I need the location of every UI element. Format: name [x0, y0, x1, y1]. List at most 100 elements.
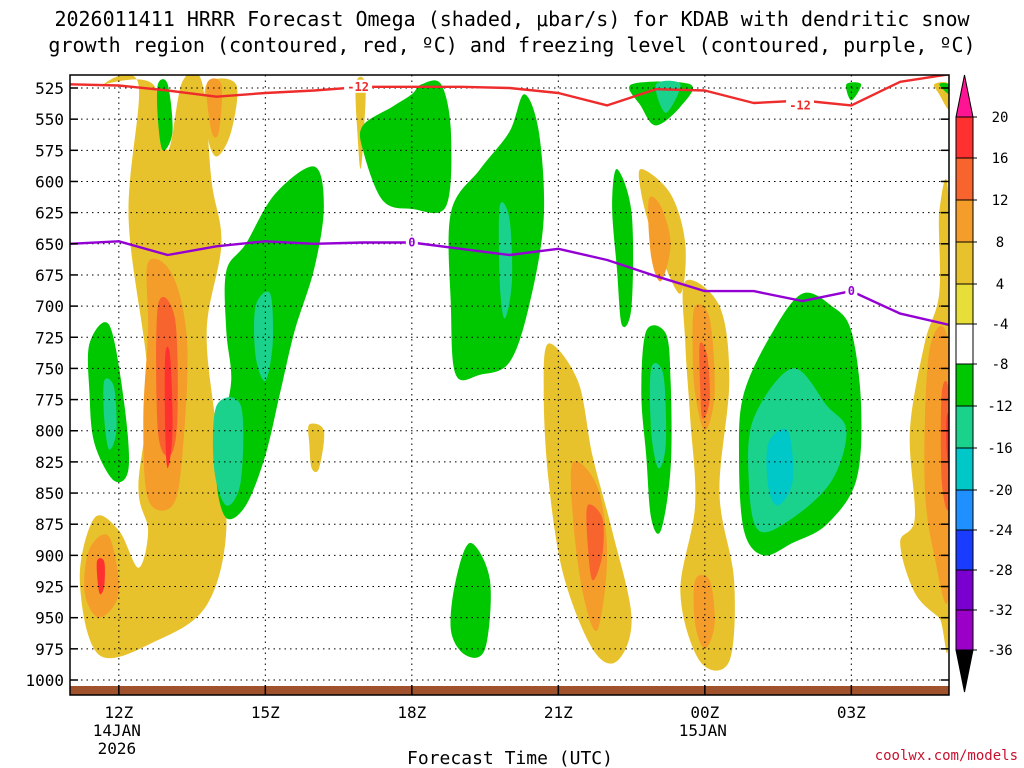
colorbar-label-6: -8 [992, 357, 1009, 373]
contour-line-freezing [70, 240, 949, 326]
y-tick-label-875: 875 [35, 515, 64, 534]
y-tick-label-800: 800 [35, 422, 64, 441]
x-tick-label-15Z: 15Z [251, 703, 280, 722]
y-tick-label-725: 725 [35, 328, 64, 347]
colorbar-label-4: 4 [996, 277, 1004, 293]
colorbar-label-2: 12 [992, 193, 1009, 209]
colorbar-label-13: -36 [987, 643, 1012, 659]
colorbar: 20 16 12 8 4 -4 -8 -12 -16 -20 -24 -28 -32 -36 [955, 74, 1013, 693]
omega-field-8to12-6 [693, 574, 715, 649]
contour-label-bg-1 [786, 98, 815, 112]
plot-frame [69, 74, 950, 696]
colorbar-swatch-10 [955, 529, 974, 571]
omega-field--12to-8-1 [212, 397, 244, 506]
x-tick-label-18Z: 18Z [397, 703, 426, 722]
contour-label-bg-2 [405, 235, 418, 249]
contour-label-3: 0 [848, 284, 855, 298]
omega-field--12to-8-4 [649, 362, 667, 469]
contour-label-0: -12 [347, 80, 369, 94]
temperature-contours: -12 -12 0 0 [70, 75, 949, 326]
colorbar-swatch-3 [955, 241, 974, 285]
colorbar-label-7: -12 [987, 399, 1012, 415]
site-credit: coolwx.com/models [875, 748, 1018, 764]
colorbar-label-10: -24 [987, 523, 1012, 539]
omega-field-16to20-1 [96, 558, 105, 595]
colorbar-bottom-arrow [955, 649, 974, 693]
colorbar-label-12: -32 [987, 603, 1012, 619]
grid-lines [70, 75, 949, 695]
y-tick-label-775: 775 [35, 391, 64, 410]
chart-title-line-1: 2026011411 HRRR Forecast Omega (shaded, … [54, 7, 970, 31]
colorbar-swatch-7 [955, 405, 974, 449]
colorbar-swatch-6 [955, 363, 974, 407]
y-tick-label-950: 950 [35, 609, 64, 628]
omega-field-4to8-2 [355, 76, 366, 169]
omega-field-8to12-4 [648, 196, 671, 282]
colorbar-swatch-4 [955, 283, 974, 325]
omega-field-12to16-2 [699, 342, 710, 419]
y-tick-label-650: 650 [35, 235, 64, 254]
omega-field--12to-8-0 [254, 291, 274, 382]
colorbar-swatch-8 [955, 447, 974, 491]
y-tick-label-1000: 1000 [25, 671, 64, 690]
colorbar-swatch-2 [955, 199, 974, 243]
colorbar-swatch-9 [955, 489, 974, 531]
y-tick-label-825: 825 [35, 453, 64, 472]
y-tick-label-925: 925 [35, 578, 64, 597]
omega-field--8to-4-6 [450, 542, 491, 658]
omega-field--8to-4-3 [359, 80, 452, 214]
omega-field--8to-4-4 [448, 94, 545, 381]
x-tick-label-21Z: 21Z [544, 703, 573, 722]
colorbar-swatch-5 [955, 323, 974, 365]
y-tick-label-750: 750 [35, 359, 64, 378]
omega-field--16to-12-0 [766, 428, 794, 506]
y-tick-label-525: 525 [35, 79, 64, 98]
y-tick-label-625: 625 [35, 204, 64, 223]
omega-field--8to-4-5 [612, 168, 634, 328]
x-tick-date-00Z: 15JAN [679, 721, 727, 740]
y-tick-label-550: 550 [35, 110, 64, 129]
omega-shading [79, 75, 949, 671]
chart-title-line-2: growth region (contoured, red, ºC) and f… [48, 33, 975, 57]
colorbar-label-8: -16 [987, 441, 1012, 457]
omega-field--8to-4-1 [156, 79, 173, 151]
y-tick-label-700: 700 [35, 297, 64, 316]
y-tick-label-575: 575 [35, 141, 64, 160]
colorbar-label-11: -28 [987, 563, 1012, 579]
colorbar-label-0: 20 [992, 110, 1009, 126]
colorbar-label-1: 16 [992, 151, 1009, 167]
colorbar-swatch-12 [955, 609, 974, 651]
colorbar-label-3: 8 [996, 235, 1004, 251]
y-axis: 525 550 575 600 625 650 675 700 725 750 775 800 825 8… [25, 79, 949, 690]
omega-field-12to16-1 [586, 504, 604, 581]
omega-field-12to16-3 [940, 380, 949, 511]
colorbar-swatch-1 [955, 157, 974, 201]
x-tick-date-12Z: 14JAN [93, 721, 141, 740]
y-tick-label-850: 850 [35, 484, 64, 503]
x-tick-label-12Z: 12Z [104, 703, 133, 722]
omega-field--12to-8-3 [498, 202, 513, 319]
omega-field-16to20-0 [164, 346, 173, 469]
omega-field-8to12-2 [206, 78, 223, 138]
colorbar-label-5: -4 [992, 317, 1009, 333]
colorbar-top-arrow [955, 74, 974, 118]
y-tick-label-600: 600 [35, 172, 64, 191]
contour-label-bg-0 [344, 79, 373, 93]
x-tick-year-12Z: 2026 [98, 739, 137, 758]
x-tick-label-03Z: 03Z [837, 703, 866, 722]
terrain-band [70, 686, 949, 695]
contour-label-2: 0 [408, 236, 415, 250]
y-tick-label-675: 675 [35, 266, 64, 285]
omega-field-4to8-3 [308, 423, 325, 473]
colorbar-swatch-11 [955, 569, 974, 611]
omega-field--12to-8-2 [103, 378, 117, 450]
contour-label-bg-3 [845, 284, 858, 298]
colorbar-swatch-0 [955, 116, 974, 159]
contour-label-1: -12 [789, 98, 811, 112]
x-axis-title: Forecast Time (UTC) [407, 748, 613, 768]
colorbar-label-9: -20 [987, 483, 1012, 499]
x-tick-label-00Z: 00Z [690, 703, 719, 722]
y-tick-label-975: 975 [35, 640, 64, 659]
